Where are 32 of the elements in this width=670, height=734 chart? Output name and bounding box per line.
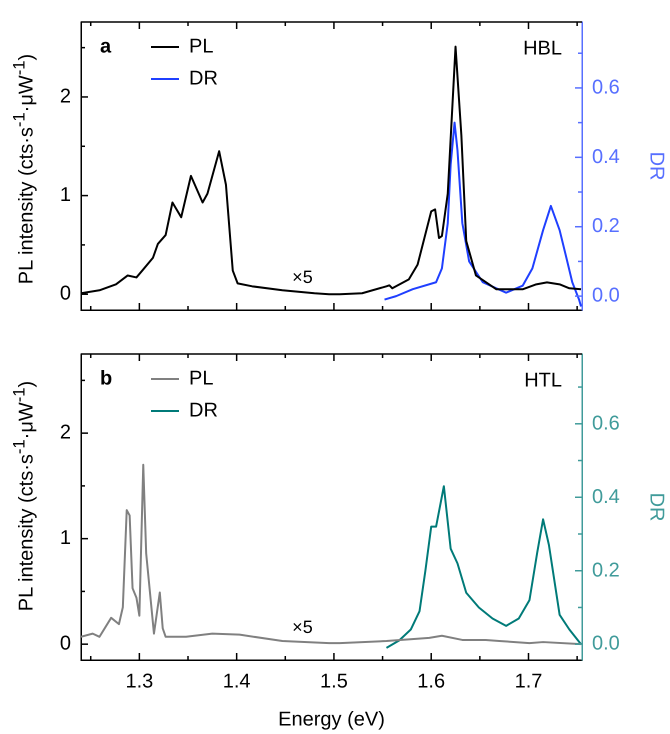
annotation: ×5 bbox=[292, 616, 313, 637]
y-tick-label: 2 bbox=[60, 85, 71, 108]
x-tick-label: 1.3 bbox=[125, 670, 154, 693]
y-tick-label: 1 bbox=[60, 527, 71, 550]
x-tick-label: 1.6 bbox=[417, 670, 446, 693]
y-tick-label: 0 bbox=[60, 632, 71, 655]
y-tick-label: 1 bbox=[60, 184, 71, 206]
x-tick-label: 1.7 bbox=[514, 670, 542, 693]
legend-label: PL bbox=[189, 368, 214, 390]
annotation: b bbox=[100, 368, 112, 390]
y2-axis-title: DR bbox=[645, 492, 668, 522]
annotation: ×5 bbox=[292, 266, 313, 287]
y-tick-label: 2 bbox=[60, 422, 71, 444]
y2-tick-label: 0.2 bbox=[592, 559, 620, 582]
y2-tick-label: 0.4 bbox=[592, 146, 620, 168]
annotation: a bbox=[100, 36, 112, 58]
x-axis-title: Energy (eV) bbox=[278, 708, 385, 731]
x-tick-label: 1.5 bbox=[320, 670, 348, 693]
y2-axis-title: DR bbox=[645, 152, 668, 180]
y2-tick-label: 0.0 bbox=[592, 284, 620, 307]
y2-tick-label: 0.0 bbox=[592, 632, 620, 655]
x-tick-label: 1.4 bbox=[222, 670, 251, 693]
y2-tick-label: 0.4 bbox=[592, 486, 620, 508]
legend-label: DR bbox=[189, 400, 218, 422]
y-tick-label: 0 bbox=[60, 282, 71, 305]
y2-tick-label: 0.6 bbox=[592, 76, 620, 98]
legend-label: DR bbox=[189, 68, 218, 90]
y2-tick-label: 0.6 bbox=[592, 412, 620, 434]
annotation: HBL bbox=[523, 38, 562, 60]
annotation: HTL bbox=[524, 370, 562, 392]
y2-tick-label: 0.2 bbox=[592, 215, 620, 238]
legend-label: PL bbox=[189, 36, 214, 58]
